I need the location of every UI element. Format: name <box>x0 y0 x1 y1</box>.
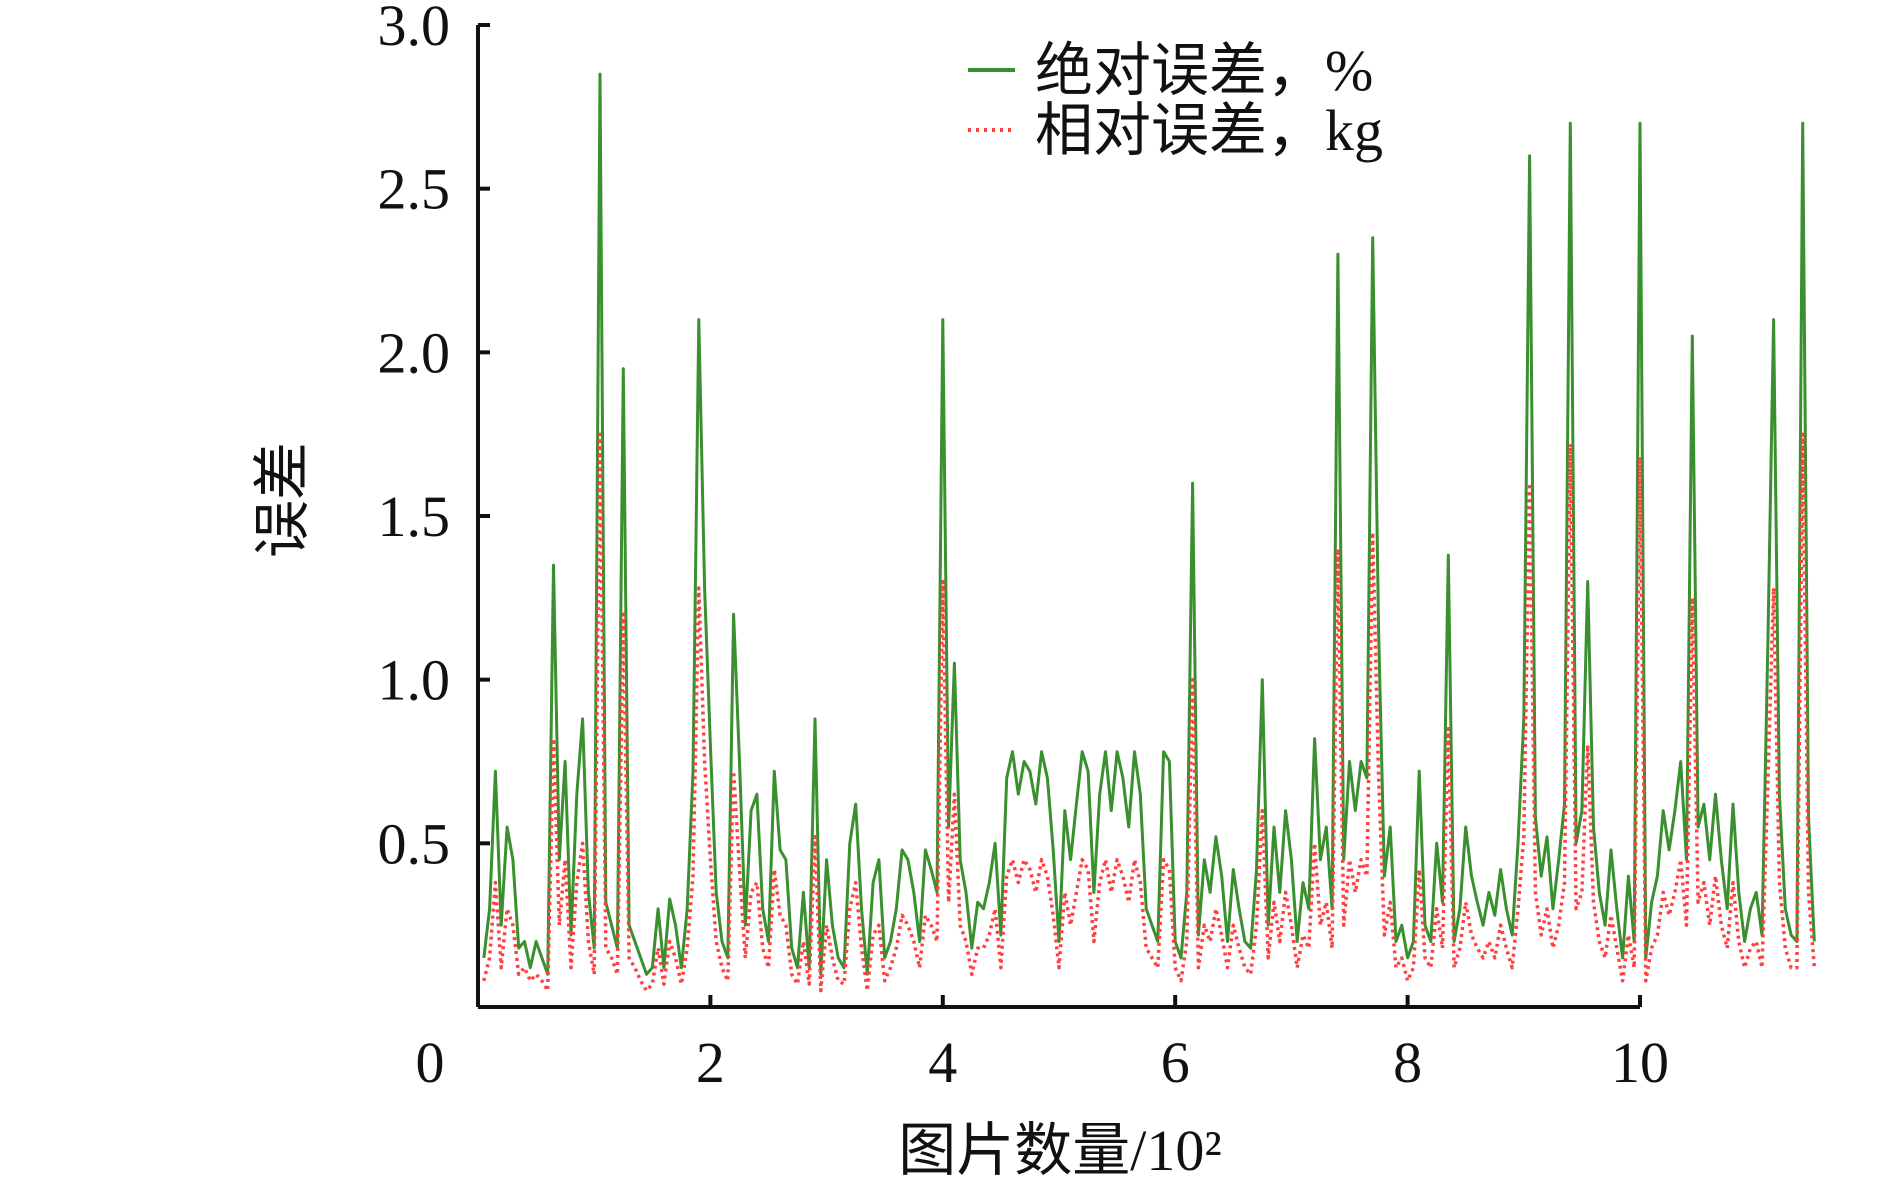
y-tick-label: 1.0 <box>378 648 451 713</box>
series-line-absolute-error <box>482 72 1816 976</box>
plot-area <box>482 72 1817 993</box>
y-tick-label: 0.5 <box>378 811 451 876</box>
legend-label-relative-error: 相对误差，kg <box>1035 98 1383 163</box>
x-tick-label: 4 <box>928 1030 957 1095</box>
y-ticks: 0.5 1.0 1.5 2.0 2.5 3.0 <box>378 0 490 876</box>
y-tick-label: 2.5 <box>378 157 451 222</box>
x-tick-label: 0 <box>416 1030 445 1095</box>
x-ticks: 0 2 4 6 8 10 <box>416 995 1669 1095</box>
y-tick-label: 2.0 <box>378 320 451 385</box>
x-tick-label: 8 <box>1393 1030 1422 1095</box>
series-line-relative-error <box>482 432 1817 993</box>
y-axis-title: 误差 <box>250 442 315 558</box>
legend-label-absolute-error: 绝对误差，% <box>1035 38 1373 103</box>
y-tick-label: 3.0 <box>378 0 451 58</box>
x-tick-label: 2 <box>696 1030 725 1095</box>
x-tick-label: 10 <box>1611 1030 1669 1095</box>
x-tick-label: 6 <box>1161 1030 1190 1095</box>
y-tick-label: 1.5 <box>378 484 451 549</box>
x-axis-title: 图片数量/10² <box>898 1118 1222 1181</box>
legend: 绝对误差，% 相对误差，kg <box>968 38 1383 163</box>
